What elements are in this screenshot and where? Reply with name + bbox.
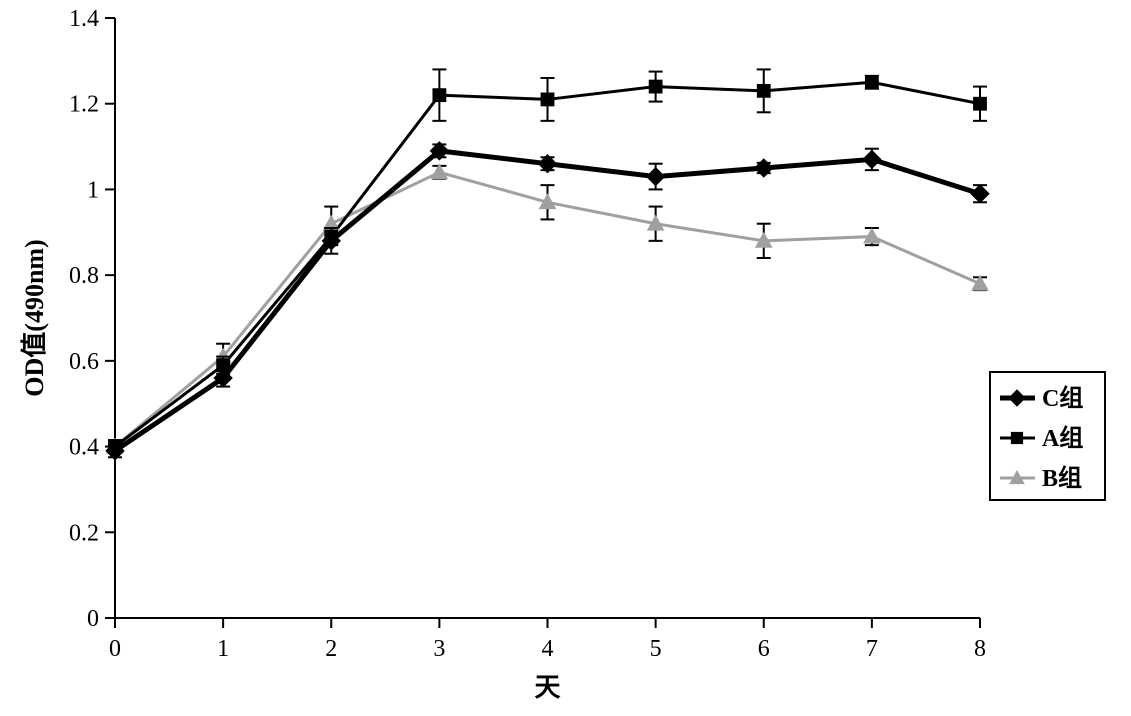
y-axis-title: OD值(490nm) xyxy=(20,239,49,396)
svg-text:1.2: 1.2 xyxy=(69,92,99,118)
svg-text:1: 1 xyxy=(87,177,99,203)
legend: C组 A组 B组 xyxy=(990,372,1105,500)
svg-text:7: 7 xyxy=(866,636,878,662)
svg-text:0.4: 0.4 xyxy=(69,435,99,461)
legend-label-A组: A组 xyxy=(1042,425,1083,452)
svg-text:0.6: 0.6 xyxy=(69,349,99,375)
svg-text:0: 0 xyxy=(109,636,121,662)
x-axis-title: 天 xyxy=(534,673,560,702)
svg-text:6: 6 xyxy=(758,636,770,662)
series-markers-A组 xyxy=(108,69,987,453)
svg-text:1: 1 xyxy=(217,636,229,662)
svg-text:1.4: 1.4 xyxy=(69,6,99,32)
svg-text:8: 8 xyxy=(974,636,986,662)
svg-text:5: 5 xyxy=(650,636,662,662)
chart-container: 0 0.2 0.4 0.6 0.8 1 1.2 1.4 0 1 2 3 4 5 6 7 8 OD值(490nm) 天… xyxy=(0,0,1131,716)
chart-svg: 0 0.2 0.4 0.6 0.8 1 1.2 1.4 0 1 2 3 4 5 6 7 8 OD值(490nm) 天… xyxy=(0,0,1131,716)
legend-label-B组: B组 xyxy=(1042,465,1082,492)
svg-text:2: 2 xyxy=(325,636,337,662)
legend-label-C组: C组 xyxy=(1042,385,1083,412)
svg-text:0.2: 0.2 xyxy=(69,520,99,546)
series-markers-B组 xyxy=(107,164,988,453)
svg-text:0: 0 xyxy=(87,606,99,632)
svg-text:4: 4 xyxy=(542,636,554,662)
series-line-A组 xyxy=(115,82,980,446)
svg-text:0.8: 0.8 xyxy=(69,263,99,289)
svg-text:3: 3 xyxy=(433,636,445,662)
